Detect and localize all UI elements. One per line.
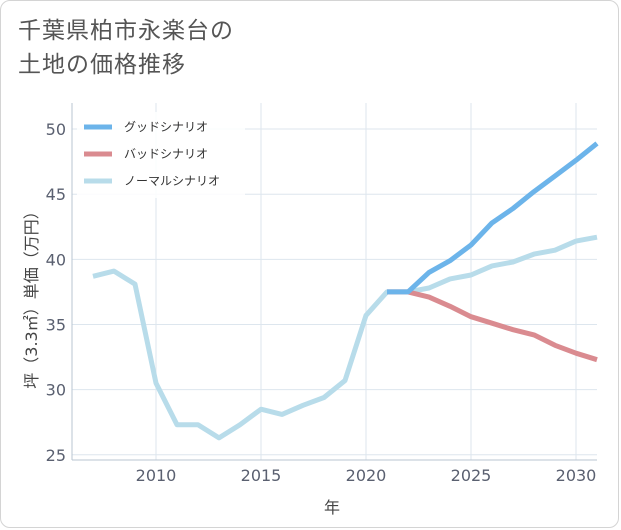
x-tick-label: 2020 bbox=[346, 466, 387, 485]
x-tick-label: 2015 bbox=[241, 466, 282, 485]
series-line bbox=[387, 289, 598, 363]
axes: 2010 2015 2020 2025 2030 25 30 35 40 45 50 bbox=[46, 103, 597, 485]
y-tick-label: 30 bbox=[46, 381, 66, 400]
y-axis-title: 坪（3.3㎡）単価（万円） bbox=[22, 203, 41, 388]
y-tick-label: 35 bbox=[46, 315, 66, 334]
title-line-2: 土地の価格推移 bbox=[18, 52, 186, 78]
y-tick-label: 50 bbox=[46, 120, 66, 139]
legend-label: グッドシナリオ bbox=[124, 120, 208, 134]
y-tick-label: 45 bbox=[46, 185, 66, 204]
x-tick-label: 2025 bbox=[451, 466, 492, 485]
chart-title: 千葉県柏市永楽台の 土地の価格推移 bbox=[18, 14, 234, 82]
x-tick-label: 2030 bbox=[556, 466, 597, 485]
y-tick-label: 25 bbox=[46, 446, 66, 465]
series-lines bbox=[92, 141, 599, 441]
legend-label: ノーマルシナリオ bbox=[124, 174, 220, 188]
series-line bbox=[387, 141, 599, 295]
x-tick-label: 2010 bbox=[136, 466, 177, 485]
y-tick-label: 40 bbox=[46, 250, 66, 269]
title-line-1: 千葉県柏市永楽台の bbox=[18, 18, 234, 44]
legend-label: バッドシナリオ bbox=[124, 147, 208, 161]
series-line bbox=[92, 234, 598, 441]
x-axis-title: 年 bbox=[324, 498, 340, 517]
